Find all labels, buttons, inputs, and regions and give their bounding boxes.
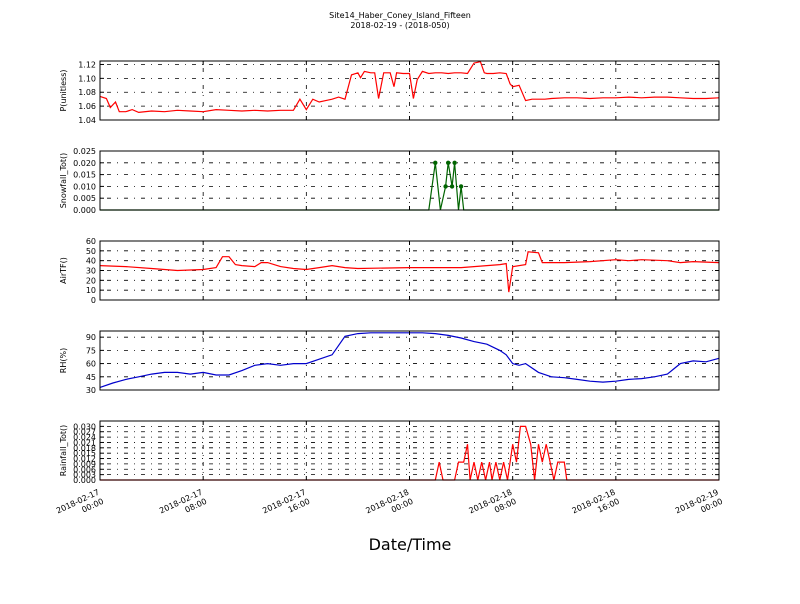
y-tick-label: 0.030 [73,422,96,431]
data-point [458,184,464,189]
y-tick-label: 0.000 [73,476,96,485]
y-tick-label: 75 [86,346,96,355]
y-tick-label: 0.009 [73,460,96,469]
y-tick-label: 0.027 [73,428,96,437]
y-tick-label: 0.025 [73,147,96,156]
y-axis-label: P(unitless) [59,69,68,111]
y-tick-label: 1.10 [78,74,96,83]
series-line [99,251,720,293]
y-tick-label: 1.04 [78,116,96,125]
x-tick-label: 2018-02-1816:00 [571,488,621,525]
y-tick-label: 1.12 [78,60,96,69]
y-tick-label: 0.005 [73,194,96,203]
y-tick-label: 0 [91,296,96,305]
y-tick-label: 90 [86,333,96,342]
x-tick-label: 2018-02-1708:00 [158,488,208,525]
y-axis-label: RH(%) [59,348,68,373]
y-tick-label: 0.015 [73,449,96,458]
y-axis-label: AirTF() [59,257,68,284]
y-tick-label: 60 [86,237,96,246]
data-point [445,160,451,165]
series-line [100,425,719,481]
data-point [443,184,448,189]
y-tick-label: 0.006 [73,465,96,474]
y-tick-label: 1.08 [78,88,96,97]
y-tick-label: 0.000 [73,206,96,215]
x-tick-label: 2018-02-1900:00 [674,488,724,525]
chart-subtitle: 2018-02-19 - (2018-050) [350,21,450,30]
y-tick-label: 50 [86,247,96,256]
y-tick-label: 0.020 [73,159,96,168]
y-tick-label: 0.021 [73,438,96,447]
y-tick-label: 30 [86,386,96,395]
x-tick-label: 2018-02-1800:00 [364,488,414,525]
series-line [99,61,720,114]
y-tick-label: 0.018 [73,444,96,453]
y-tick-label: 0.024 [73,433,96,442]
x-tick-label: 2018-02-1716:00 [261,488,311,525]
series-line [100,162,719,211]
y-tick-label: 20 [86,276,96,285]
series-line [99,332,720,388]
y-tick-label: 1.06 [78,102,96,111]
x-tick-label: 2018-02-1808:00 [468,488,518,525]
y-tick-label: 10 [86,286,96,295]
y-tick-label: 0.003 [73,471,96,480]
data-point [452,160,457,165]
x-tick-label: 2018-02-1700:00 [55,488,105,525]
y-tick-label: 40 [86,257,96,266]
y-axis-label: Rainfall_Tot() [59,425,68,477]
y-axis-label: Snowfall_Tot() [59,153,68,209]
y-tick-label: 0.012 [73,455,96,464]
y-tick-label: 0.010 [73,182,96,191]
data-point [449,184,455,189]
y-tick-label: 45 [86,373,96,382]
x-axis-label: Date/Time [368,535,452,554]
y-tick-label: 0.015 [73,171,96,180]
y-tick-label: 30 [86,267,96,276]
y-tick-label: 60 [86,360,96,369]
data-point [433,160,438,165]
chart-title: Site14_Haber_Coney_Island_Fifteen [329,11,471,20]
